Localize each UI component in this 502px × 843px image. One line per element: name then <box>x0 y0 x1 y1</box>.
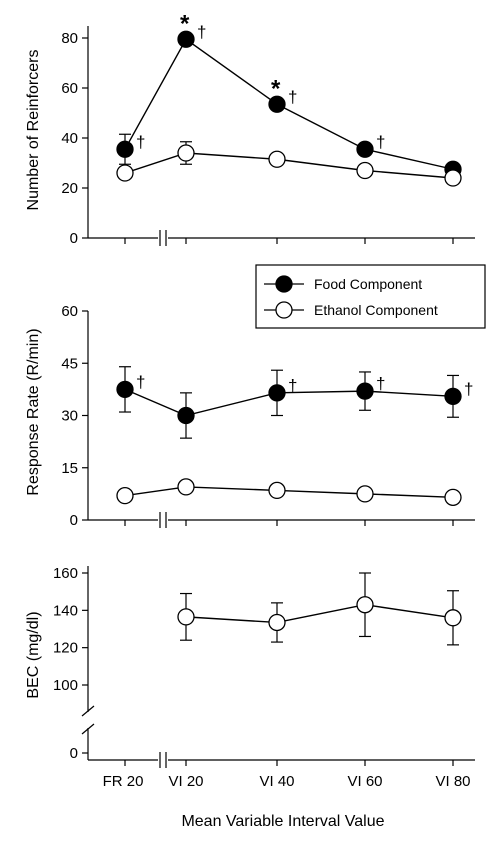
data-point-filled <box>177 406 195 425</box>
y-tick-label: 60 <box>61 303 78 320</box>
panel-reinforcers: Number of Reinforcers 0 20 40 60 80 † * † * † † <box>25 10 475 247</box>
significance-dagger: † <box>136 372 145 391</box>
data-point-open <box>356 161 374 180</box>
y-axis-label-response-rate: Response Rate (R/min) <box>25 328 42 495</box>
x-axis-label: Mean Variable Interval Value <box>181 813 384 830</box>
data-point-open <box>444 169 462 187</box>
y-tick-label: 0 <box>70 230 78 247</box>
data-point-filled <box>356 140 374 158</box>
data-point-open <box>268 481 286 500</box>
y-tick-label: 100 <box>53 677 78 694</box>
data-point-filled <box>268 384 286 402</box>
significance-dagger: † <box>464 379 473 398</box>
data-point-open <box>268 613 286 632</box>
data-point-filled <box>356 382 374 400</box>
y-tick-label: 120 <box>53 640 78 657</box>
data-point-open <box>268 150 286 168</box>
y-tick-label: 40 <box>61 130 78 147</box>
series-line-1 <box>124 152 454 179</box>
significance-dagger: † <box>288 376 297 395</box>
data-point-open <box>177 478 195 496</box>
y-tick-label: 0 <box>70 745 78 762</box>
significance-dagger: † <box>136 132 145 151</box>
legend-label: Food Component <box>314 276 422 292</box>
series-line-0 <box>185 604 454 624</box>
y-axis-label-reinforcers: Number of Reinforcers <box>25 50 42 211</box>
significance-dagger: † <box>197 22 206 41</box>
y-tick-label: 0 <box>70 512 78 529</box>
y-tick-label: 160 <box>53 565 78 582</box>
data-point-open <box>116 486 134 505</box>
x-tick-label: VI 80 <box>435 773 470 790</box>
data-point-open <box>116 164 134 182</box>
legend-marker-open <box>275 301 293 319</box>
data-point-open <box>177 608 195 626</box>
significance-dagger: † <box>376 132 385 151</box>
y-tick-label: 15 <box>61 460 78 477</box>
y-axis-break-mark <box>81 723 95 735</box>
legend-label: Ethanol Component <box>314 302 438 318</box>
significance-asterisk: * <box>271 75 281 102</box>
y-tick-label: 60 <box>61 80 78 97</box>
data-point-filled <box>444 387 462 405</box>
significance-dagger: † <box>288 87 297 106</box>
y-axis-break-mark <box>81 705 95 717</box>
y-tick-label: 80 <box>61 30 78 47</box>
legend-marker-filled <box>275 275 293 293</box>
panel-bec: BEC (mg/dl) Mean Variable Interval Value… <box>25 565 475 830</box>
significance-asterisk: * <box>180 10 190 37</box>
x-tick-label: VI 60 <box>347 773 382 790</box>
x-tick-label: FR 20 <box>103 773 144 790</box>
data-point-filled <box>268 95 286 113</box>
data-point-filled <box>177 30 195 48</box>
y-tick-label: 30 <box>61 408 78 425</box>
legend-box <box>255 264 486 329</box>
data-point-open <box>444 609 462 627</box>
series-line-1 <box>124 486 454 499</box>
x-tick-label: VI 40 <box>259 773 294 790</box>
y-tick-label: 20 <box>61 180 78 197</box>
data-point-open <box>177 144 195 162</box>
data-point-filled <box>116 140 134 158</box>
data-point-filled <box>116 380 134 399</box>
y-tick-label: 45 <box>61 355 78 372</box>
data-point-open <box>444 488 462 507</box>
significance-dagger: † <box>376 374 385 393</box>
data-point-open <box>356 485 374 503</box>
y-axis-label-bec: BEC (mg/dl) <box>25 611 42 698</box>
panel-response-rate: Response Rate (R/min) 0 15 30 45 60 † † † † Food … <box>25 264 486 529</box>
y-tick-label: 140 <box>53 602 78 619</box>
x-tick-label: VI 20 <box>168 773 203 790</box>
data-point-open <box>356 596 374 614</box>
